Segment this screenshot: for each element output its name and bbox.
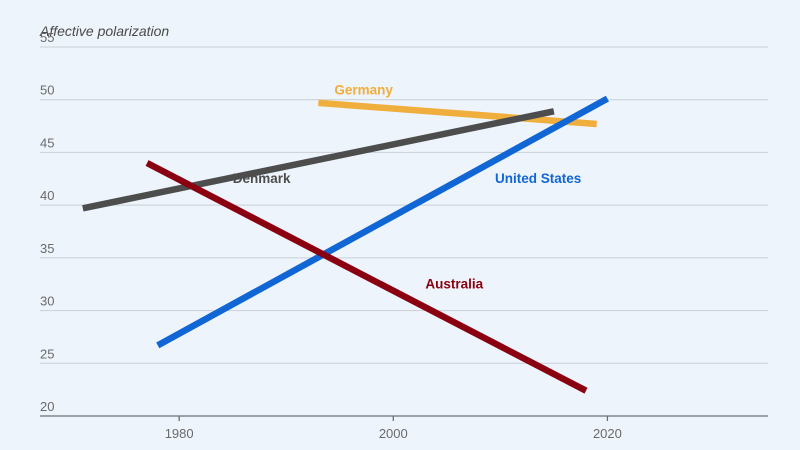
y-tick-label: 50 <box>40 83 54 98</box>
series-label-united-states: United States <box>495 171 581 186</box>
x-tick-label: 1980 <box>165 426 194 441</box>
y-tick-label: 45 <box>40 135 54 150</box>
series-line-denmark <box>82 108 555 212</box>
x-tick-label: 2000 <box>379 426 408 441</box>
series-line-australia <box>145 160 588 394</box>
gridlines <box>40 46 768 417</box>
y-tick-label: 55 <box>40 30 54 45</box>
y-tick-label: 40 <box>40 188 54 203</box>
series-label-australia: Australia <box>425 276 483 291</box>
series-label-germany: Germany <box>334 82 393 97</box>
x-tick-labels: 1980 2000 2020 <box>165 416 622 441</box>
y-tick-label: 35 <box>40 241 54 256</box>
series-label-denmark: Denmark <box>233 171 291 186</box>
series-lines <box>82 95 609 394</box>
y-tick-label: 30 <box>40 294 54 309</box>
series-line-germany <box>318 99 597 128</box>
series-line-united-states <box>156 95 609 349</box>
x-tick-label: 2020 <box>593 426 622 441</box>
y-tick-labels: 20 25 30 35 40 45 50 55 <box>40 30 54 414</box>
y-tick-label: 25 <box>40 346 54 361</box>
y-axis-title: Affective polarization <box>39 23 169 39</box>
series-labels: Germany Denmark United States Australia <box>233 82 582 291</box>
y-tick-label: 20 <box>40 399 54 414</box>
